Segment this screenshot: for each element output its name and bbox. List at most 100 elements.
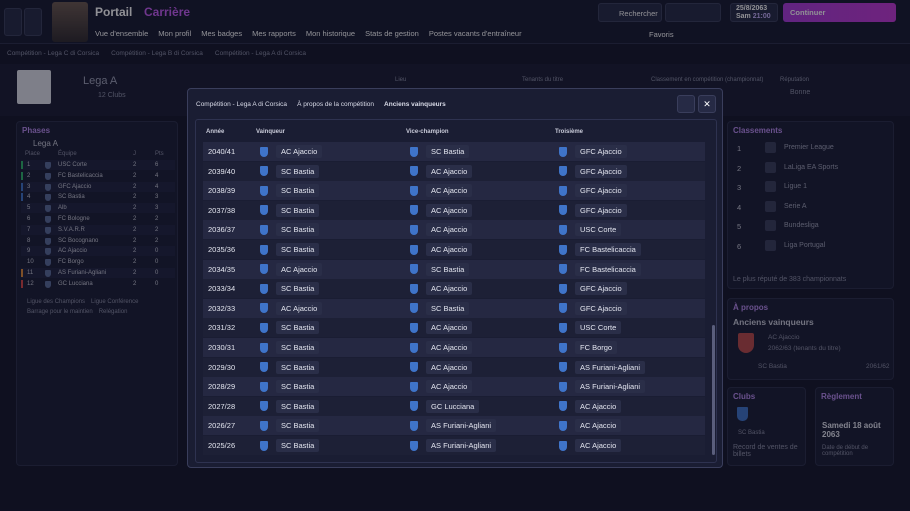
continue-button[interactable]: Continuer	[783, 3, 896, 22]
team[interactable]: SC Bastia	[276, 184, 320, 198]
team-cell: FC Borgo	[559, 341, 618, 354]
breadcrumb-item[interactable]: Compétition - Lega C di Corsica	[7, 50, 100, 57]
team[interactable]: SC Bastia	[276, 321, 320, 335]
modal-close[interactable]: ✕	[698, 95, 716, 113]
icon-buttons[interactable]	[665, 3, 721, 22]
team[interactable]: AC Ajaccio	[426, 164, 473, 178]
nav-link[interactable]: Mon profil	[158, 29, 192, 38]
breadcrumb-item[interactable]: Compétition - Lega A di Corsica	[214, 50, 306, 57]
season: 2026/27	[208, 421, 236, 431]
team[interactable]: SC Bastia	[276, 203, 320, 217]
team[interactable]: SC Bastia	[276, 341, 320, 354]
team-cell: AC Ajaccio	[410, 360, 473, 374]
team[interactable]: AS Furiani-Agliani	[426, 419, 497, 433]
nav-link[interactable]: Postes vacants d'entraîneur	[428, 29, 522, 38]
league[interactable]: Ligue 1	[784, 183, 807, 191]
team[interactable]: SC Bastia	[276, 360, 320, 374]
team[interactable]: SC Bastia	[276, 223, 320, 237]
column-header: Vice-champion	[406, 129, 449, 135]
team[interactable]: GFC Ajaccio	[575, 203, 627, 217]
team[interactable]: AC Ajaccio	[426, 243, 473, 256]
scrollbar[interactable]	[712, 325, 715, 455]
back-button[interactable]	[4, 8, 22, 36]
team[interactable]: SC Bastia	[426, 301, 470, 315]
team[interactable]: GFC Ajaccio	[575, 145, 627, 158]
team-badge	[410, 205, 418, 216]
phases-cell: 2	[155, 226, 159, 233]
phases-cell: 2	[133, 216, 137, 222]
team[interactable]: AC Ajaccio	[426, 223, 473, 237]
modal-breadcrumb-item[interactable]: Compétition - Lega A di Corsica	[196, 101, 288, 108]
team[interactable]: AC Ajaccio	[426, 360, 473, 374]
team[interactable]: AC Ajaccio	[276, 145, 323, 158]
nav-link[interactable]: Mon historique	[305, 29, 356, 38]
team[interactable]: AC Ajaccio	[575, 399, 622, 413]
season: 2040/41	[208, 147, 236, 156]
forward-button[interactable]	[24, 8, 42, 36]
league[interactable]: LaLiga EA Sports	[784, 163, 839, 171]
team-cell: AC Ajaccio	[260, 301, 323, 315]
league[interactable]: Serie A	[784, 202, 807, 210]
team[interactable]: AC Ajaccio	[575, 419, 622, 433]
nav-link[interactable]: Mes rapports	[252, 29, 296, 38]
team[interactable]: AC Ajaccio	[426, 203, 473, 217]
nav-title[interactable]: Portail	[95, 5, 133, 19]
nav-section[interactable]: Carrière	[144, 5, 191, 19]
phases-row: 7 S.V.A.R.R 2 2	[21, 224, 175, 235]
team[interactable]: FC Bastelicaccia	[575, 243, 641, 256]
season: 2029/30	[208, 362, 236, 372]
team[interactable]: GFC Ajaccio	[575, 282, 627, 296]
team[interactable]: USC Corte	[575, 321, 622, 335]
team[interactable]: SC Bastia	[276, 380, 320, 394]
team[interactable]: SC Bastia	[426, 145, 470, 158]
favorites[interactable]: Favoris	[649, 30, 674, 39]
team[interactable]: GFC Ajaccio	[575, 164, 627, 178]
team[interactable]: SC Bastia	[426, 262, 470, 276]
breadcrumb-item[interactable]: Compétition - Lega B di Corsica	[111, 50, 203, 57]
league[interactable]: Bundesliga	[784, 222, 819, 230]
team[interactable]: AC Ajaccio	[426, 282, 473, 296]
team[interactable]: FC Borgo	[575, 341, 618, 354]
ranking-row: 4 Serie A	[732, 198, 890, 216]
search[interactable]: Rechercher	[598, 3, 662, 22]
phases-row: 11 AS Furiani-Agliani 2 0	[21, 268, 175, 278]
league[interactable]: Premier League	[784, 144, 834, 151]
team[interactable]: AC Ajaccio	[426, 184, 473, 198]
modal-breadcrumb-item[interactable]: À propos de la compétition	[297, 101, 375, 108]
phases-row: 9 AC Ajaccio 2 0	[21, 246, 175, 257]
winner-row: 2034/35 AC Ajaccio SC Bastia FC Bastelicacc…	[203, 259, 705, 279]
team[interactable]: SC Bastia	[276, 399, 320, 413]
winner-row: 2030/31 SC Bastia AC Ajaccio FC Borgo	[203, 338, 705, 357]
team[interactable]: AC Ajaccio	[575, 439, 622, 452]
team[interactable]: SC Bastia	[276, 419, 320, 433]
time: 21:00	[752, 13, 771, 20]
team[interactable]: SC Bastia	[276, 243, 320, 256]
nav-link[interactable]: Stats de gestion	[365, 29, 419, 38]
team[interactable]: SC Bastia	[276, 164, 320, 178]
team[interactable]: GFC Ajaccio	[575, 301, 627, 315]
nav-link[interactable]: Mes badges	[201, 29, 243, 38]
team[interactable]: GFC Ajaccio	[575, 184, 627, 198]
team-badge	[559, 244, 567, 255]
team[interactable]: AC Ajaccio	[276, 262, 323, 276]
team[interactable]: AS Furiani-Agliani	[426, 439, 497, 452]
season: 2028/29	[208, 382, 236, 392]
nav-link[interactable]: Vue d'ensemble	[95, 29, 149, 38]
team[interactable]: AC Ajaccio	[426, 380, 473, 394]
season: 2025/26	[208, 441, 236, 450]
team[interactable]: AS Furiani-Agliani	[575, 380, 646, 394]
team[interactable]: USC Corte	[575, 223, 622, 237]
team[interactable]: AC Ajaccio	[276, 301, 323, 315]
team[interactable]: AC Ajaccio	[426, 341, 473, 354]
team[interactable]: FC Bastelicaccia	[575, 262, 641, 276]
phases-cell: 11	[27, 270, 34, 276]
team-badge	[559, 166, 567, 177]
league[interactable]: Liga Portugal	[784, 242, 826, 249]
team[interactable]: GC Lucciana	[426, 399, 480, 413]
team[interactable]: AC Ajaccio	[426, 321, 473, 335]
modal-back[interactable]	[677, 95, 695, 113]
team[interactable]: AS Furiani-Agliani	[575, 360, 646, 374]
team-badge	[45, 270, 51, 277]
team[interactable]: SC Bastia	[276, 439, 320, 452]
team[interactable]: SC Bastia	[276, 282, 320, 296]
